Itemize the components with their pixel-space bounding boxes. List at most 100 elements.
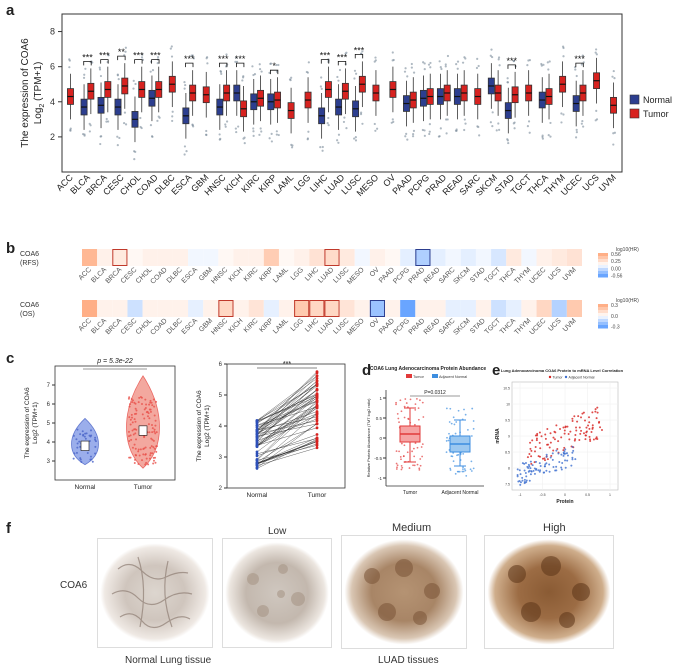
panel-a-tumor-kirp-outlier <box>277 63 280 67</box>
panel-b-cell-esca <box>188 249 204 266</box>
panel-e-normal-point <box>570 464 573 467</box>
panel-c-violin-ytick-label: 3 <box>47 459 51 465</box>
panel-a-normal-lusc-outlier <box>353 137 356 140</box>
panel-c-paired-line <box>256 440 318 464</box>
panel-e-tumor-point <box>588 416 591 419</box>
panel-e-tumor-point <box>539 447 542 450</box>
panel-a-tumor-thca-outlier <box>547 68 550 71</box>
panel-e-tumor-point <box>582 432 585 435</box>
panel-d-point <box>465 474 468 477</box>
panel-a-tumor-skcm-outlier <box>497 58 500 61</box>
panel-d-xlabel: Adjacent Normal <box>442 490 479 496</box>
panel-a-tumor-ov-outlier <box>391 59 394 62</box>
panel-d-legend-swatch <box>432 374 438 378</box>
panel-a-tumor-paad-outlier <box>412 129 416 132</box>
panel-e-normal-point <box>524 471 527 474</box>
panel-d-point <box>446 436 448 439</box>
panel-d-point <box>408 467 411 469</box>
panel-b-col-label: KIRC <box>243 266 260 283</box>
panel-e-tumor-point <box>589 439 592 442</box>
panel-e-tumor-point <box>538 441 541 444</box>
panel-d-point <box>464 469 467 472</box>
panel-d-point <box>396 412 399 415</box>
panel-a-normal-esca-outlier <box>183 81 186 84</box>
panel-c-paired-ylabel-1: The expression of COA6 <box>196 390 203 462</box>
panel-c-violin-point <box>144 398 147 401</box>
panel-c-violin-point <box>153 405 156 408</box>
panel-a-normal-kich-outlier <box>235 130 238 134</box>
panel-c-violin-point <box>149 410 152 413</box>
panel-c-violin-point <box>154 419 157 422</box>
panel-d-point <box>412 464 414 467</box>
panel-e-legend-label: Adjacent Normal <box>569 376 595 380</box>
panel-e-tumor-point <box>535 439 538 442</box>
panel-d-point <box>445 451 448 454</box>
panel-e-normal-point <box>555 465 558 468</box>
panel-c-paired-tumor-point <box>315 438 319 442</box>
panel-a-tumor-read-outlier <box>463 56 466 59</box>
panel-b-col-label: COAD <box>149 317 168 336</box>
panel-a-tumor-brca-outlier <box>105 117 108 121</box>
panel-b-cell-ucs <box>551 249 567 266</box>
panel-d-point <box>399 399 402 402</box>
panel-e-normal-point <box>571 456 574 459</box>
panel-a-tumor-chol-outlier <box>141 53 144 56</box>
panel-a-normal-kirp-outlier <box>270 132 273 135</box>
panel-e-tumor-point <box>549 441 552 444</box>
panel-b-heatmap-chart: COA6(RFS)ACCBLCABRCACESCCHOLCOADDLBCESCA… <box>20 247 639 337</box>
panel-a-normal-kirc-outlier <box>252 134 255 137</box>
panel-e-tumor-point <box>577 415 580 418</box>
panel-e-tumor-point <box>573 415 576 418</box>
panel-a-normal-blca-outlier <box>83 73 86 76</box>
panel-c-violin-point <box>81 430 84 433</box>
panel-e-tumor-point <box>552 449 555 452</box>
panel-d-point <box>451 455 454 458</box>
panel-b-cell-thca <box>506 300 522 317</box>
panel-a-normal-prad-outlier <box>439 66 442 69</box>
panel-a-normal-blca-outlier <box>84 67 87 70</box>
panel-e-tumor-point <box>573 439 576 442</box>
panel-a-normal-ucec-outlier <box>575 128 578 132</box>
panel-c-violin-point <box>153 447 156 450</box>
panel-a-normal-kirc-outlier <box>252 127 255 130</box>
panel-d-point <box>457 409 460 412</box>
panel-a-normal-read-outlier <box>454 129 458 132</box>
panel-c-violin-point <box>129 434 132 437</box>
panel-e-normal-point <box>538 470 541 473</box>
panel-d-ytick-label: 0.5 <box>376 416 383 421</box>
panel-e-tumor-point <box>575 426 578 429</box>
panel-a-tumor-paad-outlier <box>412 71 416 74</box>
panel-c-paired-normal-point <box>255 445 259 449</box>
panel-c-paired-line <box>256 412 318 466</box>
panel-b-col-label: MESO <box>346 317 366 337</box>
panel-a-tumor-pcpg-outlier <box>428 132 431 136</box>
panel-e-tumor-point <box>553 438 556 441</box>
panel-a-tumor-ov-outlier <box>391 118 394 121</box>
panel-e-ytick-label: 10.5 <box>503 387 510 391</box>
panel-c-paired-normal-point <box>255 454 259 458</box>
panel-c-violin-point <box>149 452 152 455</box>
panel-c-violin-point <box>133 418 136 421</box>
panel-c-paired-line <box>256 375 318 421</box>
panel-c-violin-point <box>139 448 142 451</box>
panel-d-point <box>395 401 397 404</box>
panel-e-normal-point <box>560 453 563 456</box>
panel-a-tumor-laml-outlier <box>290 143 293 146</box>
panel-b-cell-hnsc <box>218 249 234 266</box>
panel-c-violin-point <box>129 418 132 421</box>
panel-label-c: c <box>6 350 15 367</box>
panel-c-violin-point <box>155 431 158 434</box>
panel-a-sig-bracket <box>83 61 92 66</box>
panel-a-tumor-prad-outlier <box>446 54 450 58</box>
panel-a-normal-pcpg-outlier <box>423 129 426 132</box>
panel-d-legend-label: Tumor <box>413 375 425 379</box>
panel-a-normal-lusc-outlier <box>355 72 358 75</box>
panel-a-tumor-gbm-outlier <box>206 62 209 65</box>
panel-a-sig-label: *** <box>150 51 161 61</box>
panel-c-paired-ytick-label: 5 <box>219 393 223 399</box>
panel-d-point <box>418 467 421 470</box>
panel-e-xtick-label: 0 <box>564 493 566 497</box>
ihc-caption-normal: Normal Lung tissue <box>125 655 212 666</box>
panel-e-tumor-point <box>544 459 547 462</box>
panel-a-tumor-lgg-outlier <box>307 61 310 64</box>
